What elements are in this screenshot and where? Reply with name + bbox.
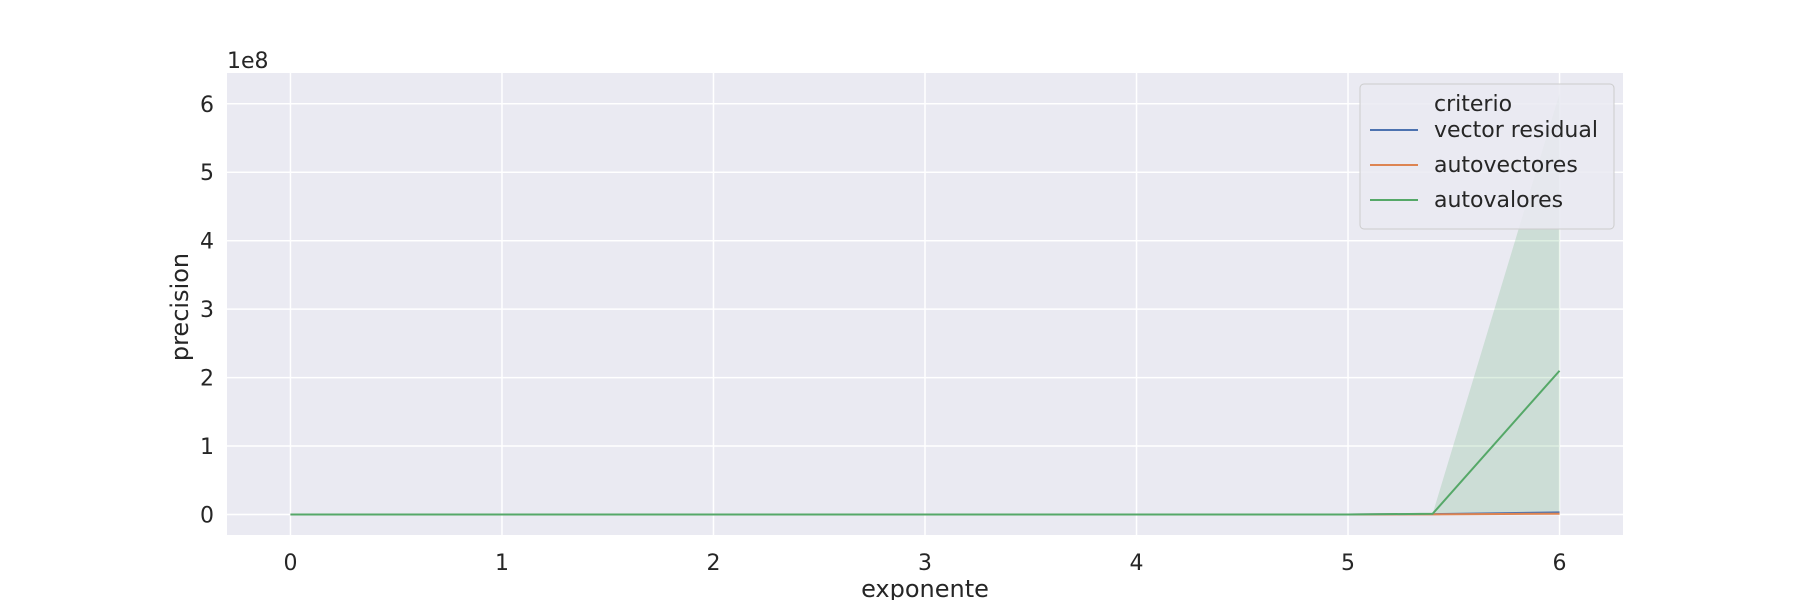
x-tick-label: 2 xyxy=(706,551,720,576)
y-tick-label: 6 xyxy=(200,93,214,118)
x-tick-label: 0 xyxy=(283,551,297,576)
x-tick-label: 4 xyxy=(1130,551,1144,576)
legend-label: autovectores xyxy=(1434,153,1578,178)
legend-title: criterio xyxy=(1434,92,1512,117)
x-tick-label: 6 xyxy=(1553,551,1567,576)
x-tick-labels: 0 1 2 3 4 5 6 xyxy=(283,551,1566,576)
series-lines xyxy=(290,370,1561,516)
y-tick-labels: 0 1 2 3 4 5 6 xyxy=(200,93,214,529)
y-tick-label: 2 xyxy=(200,367,214,392)
y-tick-label: 0 xyxy=(200,503,214,528)
y-axis-label: precision xyxy=(166,253,194,361)
legend: criterio vector residual autovectores auto… xyxy=(1359,83,1615,230)
legend-label: vector residual xyxy=(1434,118,1598,143)
x-tick-label: 1 xyxy=(495,551,509,576)
x-tick-label: 5 xyxy=(1341,551,1355,576)
series-line xyxy=(290,370,1561,516)
legend-box xyxy=(1359,83,1615,230)
y-tick-label: 3 xyxy=(200,298,214,323)
y-offset-label: 1e8 xyxy=(227,49,269,74)
x-axis-label: exponente xyxy=(861,575,989,600)
y-tick-label: 4 xyxy=(200,230,214,255)
legend-label: autovalores xyxy=(1434,188,1563,213)
legend-items: vector residual autovectores autovalores xyxy=(1370,118,1598,213)
y-tick-label: 5 xyxy=(200,161,214,186)
y-tick-label: 1 xyxy=(200,435,214,460)
x-tick-label: 3 xyxy=(918,551,932,576)
